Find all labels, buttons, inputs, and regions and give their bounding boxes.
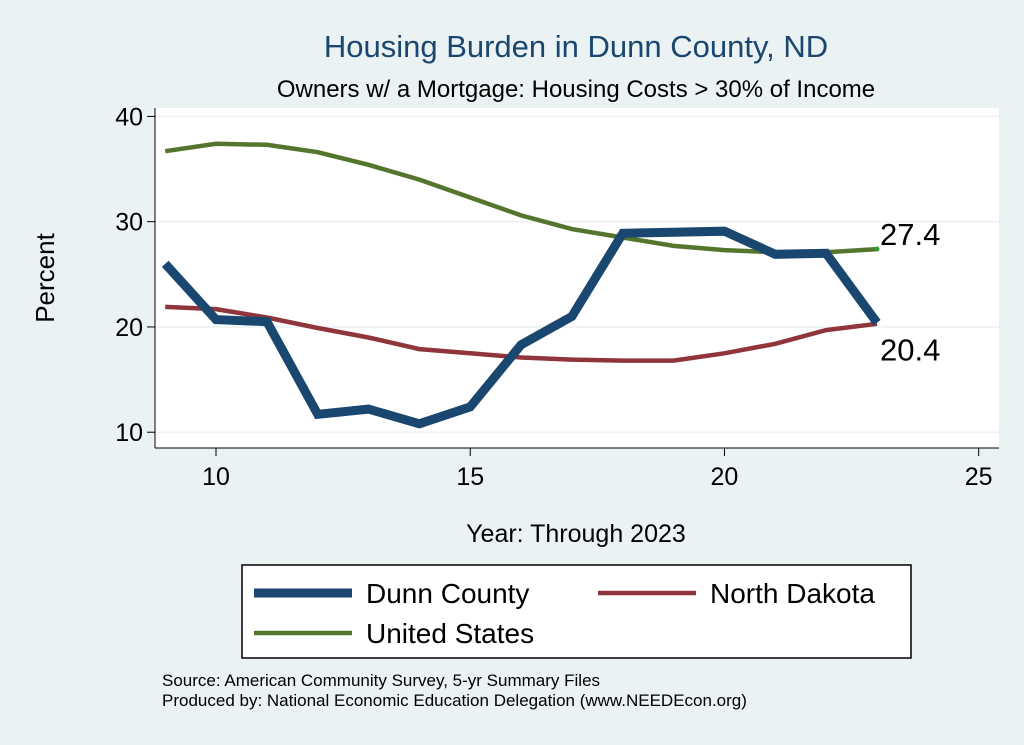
axes: 10 20 30 40 10 15 20 25 (115, 103, 999, 491)
legend-label: Dunn County (366, 578, 529, 609)
footer: Source: American Community Survey, 5-yr … (162, 671, 747, 711)
series-line-north-dakota (165, 304, 878, 363)
y-tick-label: 10 (115, 419, 143, 447)
y-tick-label: 30 (115, 209, 143, 237)
x-axis-label: Year: Through 2023 (466, 520, 686, 548)
y-tick-label: 20 (115, 314, 143, 342)
chart-subtitle: Owners w/ a Mortgage: Housing Costs > 30… (277, 76, 875, 103)
y-axis-label: Percent (30, 232, 60, 322)
end-value-label: 20.4 (880, 333, 940, 368)
x-tick-label: 15 (456, 463, 484, 491)
x-tick-label: 20 (711, 463, 739, 491)
end-value-label: 27.4 (880, 217, 940, 252)
end-point-marker (874, 246, 880, 252)
chart-title: Housing Burden in Dunn County, ND (324, 29, 828, 64)
legend-label: North Dakota (710, 578, 875, 609)
end-labels: 27.4 20.4 (880, 217, 940, 368)
legend: Dunn County North Dakota United States (241, 564, 912, 659)
x-tick-label: 25 (965, 463, 993, 491)
x-tick-label: 10 (202, 463, 230, 491)
legend-label: United States (366, 618, 534, 649)
plot-area (155, 108, 999, 448)
producer-note: Produced by: National Economic Education… (162, 691, 747, 710)
series-lines (161, 141, 881, 429)
series-line-dunn-county (161, 226, 881, 429)
source-note: Source: American Community Survey, 5-yr … (162, 671, 601, 690)
y-tick-label: 40 (115, 103, 143, 131)
legend-box (241, 564, 912, 659)
